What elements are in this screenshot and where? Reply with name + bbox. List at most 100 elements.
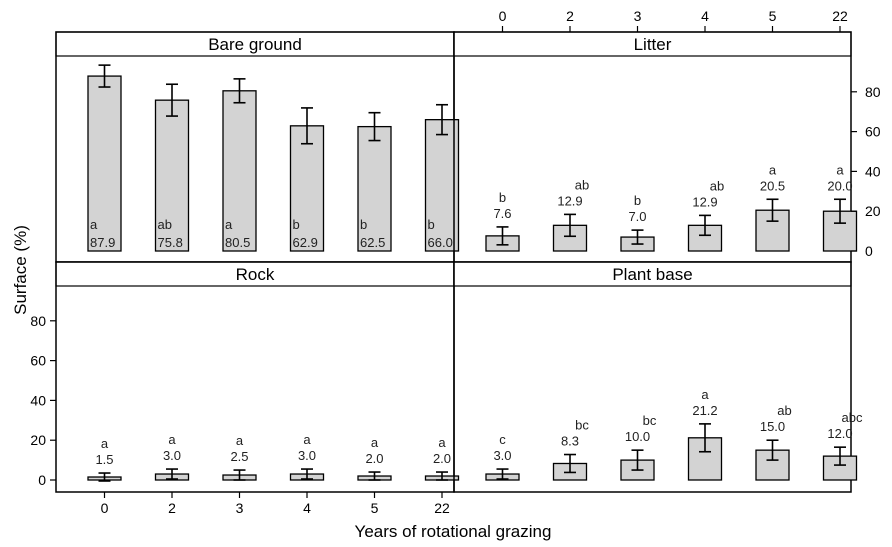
value-label-rock-2: 3.0 — [163, 448, 181, 463]
bar-bare-ground-22 — [424, 119, 460, 252]
x-tick-label-bottom-2: 2 — [168, 500, 176, 516]
error-bar-rock-3 — [233, 469, 246, 481]
y-axis-title: Surface (%) — [11, 225, 30, 315]
y-tick-label-right-80: 80 — [865, 84, 881, 100]
value-label-plant-base-2: 8.3 — [561, 434, 579, 449]
value-label-rock-5: 2.0 — [365, 451, 383, 466]
panel-title-litter: Litter — [634, 35, 672, 54]
error-bar-litter-4 — [699, 214, 711, 237]
error-bar-bare-ground-4 — [301, 107, 313, 145]
letter-label-plant-base-0: c — [499, 432, 506, 447]
letter-label-plant-base-5: ab — [777, 403, 791, 418]
value-label-rock-4: 3.0 — [298, 448, 316, 463]
error-bar-rock-0 — [98, 472, 111, 482]
panel-title-plant-base: Plant base — [612, 265, 692, 284]
error-bar-bare-ground-0 — [98, 64, 111, 88]
error-bar-plant-base-22 — [834, 446, 846, 466]
bar-bare-ground-0 — [87, 75, 122, 252]
y-tick-label-right-0: 0 — [865, 243, 873, 259]
letter-label-litter-5: a — [769, 162, 777, 177]
x-tick-label-top-0: 0 — [499, 8, 507, 24]
letter-label-litter-4: ab — [710, 178, 724, 193]
value-label-litter-2: 12.9 — [557, 193, 582, 208]
x-axis-title: Years of rotational grazing — [355, 522, 552, 541]
x-tick-label-bottom-0: 0 — [101, 500, 109, 516]
letter-label-rock-4: a — [303, 432, 311, 447]
letter-label-plant-base-3: bc — [643, 413, 657, 428]
panel-frame-plant-base — [453, 261, 852, 493]
value-label-bare-ground-2: 75.8 — [158, 235, 183, 250]
error-bar-litter-0 — [496, 226, 509, 246]
letter-label-plant-base-4: a — [701, 387, 709, 402]
y-tick-label-left-40: 40 — [30, 392, 46, 408]
error-bar-bare-ground-22 — [436, 103, 448, 136]
x-tick-label-top-2: 2 — [566, 8, 574, 24]
letter-label-litter-22: a — [836, 162, 844, 177]
bar-bare-ground-3 — [222, 90, 257, 252]
x-tick-label-top-5: 5 — [769, 8, 777, 24]
error-bar-litter-5 — [766, 198, 779, 222]
value-label-plant-base-0: 3.0 — [493, 448, 511, 463]
error-bar-rock-22 — [436, 471, 448, 481]
value-label-litter-22: 20.0 — [827, 178, 852, 193]
letter-label-bare-ground-5: b — [360, 217, 367, 232]
y-tick-label-left-20: 20 — [30, 432, 46, 448]
error-bar-plant-base-5 — [766, 439, 779, 461]
bar-bare-ground-5 — [357, 125, 392, 252]
bar-litter-4 — [687, 224, 723, 252]
y-axis-left: 0 20 40 60 80 — [30, 313, 56, 488]
error-bar-litter-22 — [834, 198, 846, 224]
value-label-rock-3: 2.5 — [230, 449, 248, 464]
error-bar-litter-3 — [631, 229, 644, 245]
panel-frame-rock — [55, 261, 455, 493]
value-label-litter-0: 7.6 — [493, 206, 511, 221]
letter-label-plant-base-2: bc — [575, 418, 589, 433]
x-tick-label-bottom-3: 3 — [236, 500, 244, 516]
error-bar-plant-base-2 — [564, 453, 576, 474]
panel-title-rock: Rock — [236, 265, 275, 284]
x-tick-label-top-4: 4 — [701, 8, 709, 24]
value-label-bare-ground-4: 62.9 — [293, 235, 318, 250]
value-label-plant-base-3: 10.0 — [625, 429, 650, 444]
letter-label-plant-base-22: abc — [842, 410, 863, 425]
strip-rock — [55, 261, 455, 287]
error-bar-rock-5 — [368, 471, 381, 481]
y-tick-label-left-80: 80 — [30, 313, 46, 329]
value-label-bare-ground-5: 62.5 — [360, 235, 385, 250]
error-bar-plant-base-4 — [699, 423, 711, 453]
value-label-litter-5: 20.5 — [760, 178, 785, 193]
value-label-plant-base-22: 12.0 — [827, 426, 852, 441]
y-tick-label-left-60: 60 — [30, 353, 46, 369]
letter-label-bare-ground-2: ab — [158, 217, 172, 232]
y-tick-label-right-40: 40 — [865, 163, 881, 179]
letter-label-litter-2: ab — [575, 177, 589, 192]
letter-label-rock-5: a — [371, 435, 379, 450]
panel-bare-ground: Bare ground a 87.9 ab 75.8 a 80.5 b 62.9 b 62.5 b 66… — [55, 31, 460, 263]
panels-layer: Bare grounda87.9ab75.8a80.5b62.9b62.5b66… — [55, 31, 863, 493]
letter-label-bare-ground-4: b — [293, 217, 300, 232]
error-bar-plant-base-0 — [496, 468, 509, 480]
letter-label-bare-ground-22: b — [428, 217, 435, 232]
letter-label-rock-3: a — [236, 433, 244, 448]
x-tick-label-top-3: 3 — [634, 8, 642, 24]
letter-label-rock-0: a — [101, 436, 109, 451]
error-bar-litter-2 — [564, 213, 576, 238]
panel-frame-litter — [453, 31, 852, 263]
error-bar-bare-ground-2 — [166, 83, 178, 117]
value-label-bare-ground-22: 66.0 — [428, 235, 453, 250]
value-label-bare-ground-0: 87.9 — [90, 235, 115, 250]
letter-label-bare-ground-3: a — [225, 217, 233, 232]
error-bar-bare-ground-3 — [233, 78, 246, 104]
panel-title-bare-ground: Bare ground — [208, 35, 302, 54]
error-bar-rock-4 — [301, 468, 313, 480]
letter-label-rock-2: a — [168, 432, 176, 447]
bar-bare-ground-4 — [289, 125, 325, 252]
bar-bare-ground-2 — [154, 99, 190, 252]
value-label-plant-base-5: 15.0 — [760, 419, 785, 434]
value-label-plant-base-4: 21.2 — [692, 403, 717, 418]
x-tick-label-bottom-22: 22 — [434, 500, 450, 516]
error-bar-plant-base-3 — [631, 449, 644, 471]
